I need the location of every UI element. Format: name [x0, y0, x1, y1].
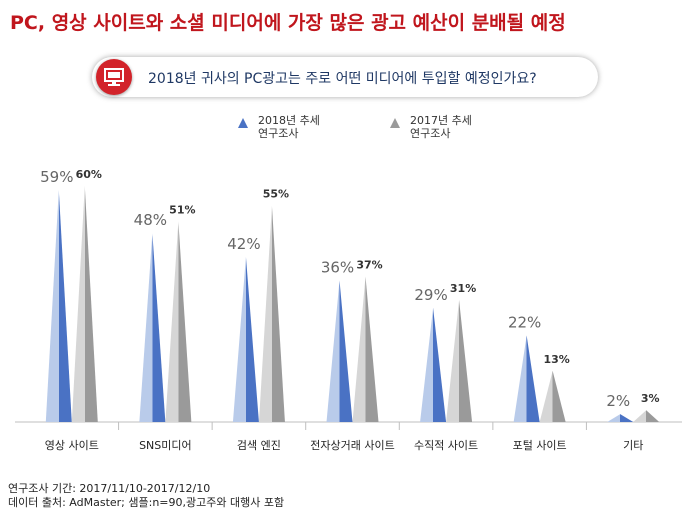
bar-chart: 59% 60% 영상 사이트 48%51% SNS미디어 42% 55% 검색 엔진 36% 37… [15, 168, 682, 452]
bar-2018 [513, 335, 540, 422]
data-label-2018: 22% [508, 313, 541, 331]
category-label: 포털 사이트 [513, 439, 567, 452]
monitor-icon [96, 59, 132, 95]
data-label-2017: 60% [76, 168, 102, 181]
bar-2017 [258, 205, 285, 422]
data-label-2018: 42% [227, 235, 260, 253]
data-label-2018: 48% [134, 211, 167, 229]
data-label-2017: 55% [263, 188, 289, 201]
category-label: 기타 [623, 439, 643, 452]
bar-2018 [420, 307, 447, 422]
data-label-2018: 29% [414, 286, 447, 304]
category-label: SNS미디어 [139, 439, 192, 452]
question-banner: 2018년 귀사의 PC광고는 주로 어떤 미디어에 투입할 예정인가요? [92, 57, 598, 97]
footer-period: 연구조사 기간: 2017/11/10-2017/12/10 [8, 482, 211, 495]
category-label: 검색 엔진 [237, 439, 281, 452]
legend-label-2018: 2018년 추세 연구조사 [258, 114, 320, 140]
data-label-2017: 37% [356, 258, 382, 271]
headline: PC, 영상 사이트와 소셜 미디어에 가장 많은 광고 예산이 분배될 예정 [10, 12, 566, 34]
category-label: 영상 사이트 [45, 439, 99, 452]
legend-label-2017: 2017년 추세 연구조사 [410, 114, 472, 140]
bar-2017 [165, 221, 192, 422]
data-label-2017: 3% [641, 392, 660, 405]
bar-2018 [139, 233, 166, 422]
category-label: 수직적 사이트 [414, 439, 478, 452]
bar-2017 [539, 370, 566, 422]
category-label: 전자상거래 사이트 [310, 439, 394, 452]
legend-swatch-2017 [390, 118, 400, 128]
bar-2018 [45, 189, 72, 422]
bar-2018 [326, 280, 353, 422]
footer-source: 데이터 출처: AdMaster; 샘플:n=90,광고주와 대행사 포함 [8, 496, 285, 509]
data-label-2018: 36% [321, 258, 354, 276]
data-label-2017: 13% [543, 353, 569, 366]
bar-2017 [71, 186, 98, 422]
bar-2017 [446, 300, 473, 422]
bar-2018 [607, 414, 634, 422]
question-text: 2018년 귀사의 PC광고는 주로 어떤 미디어에 투입할 예정인가요? [148, 71, 537, 87]
data-label-2017: 51% [169, 203, 195, 216]
data-label-2018: 2% [606, 392, 630, 410]
bar-2017 [633, 410, 660, 422]
data-label-2018: 59% [40, 168, 73, 186]
data-label-2017: 31% [450, 282, 476, 295]
bar-2018 [232, 256, 259, 422]
legend-swatch-2018 [238, 118, 248, 128]
bar-2017 [352, 276, 379, 422]
